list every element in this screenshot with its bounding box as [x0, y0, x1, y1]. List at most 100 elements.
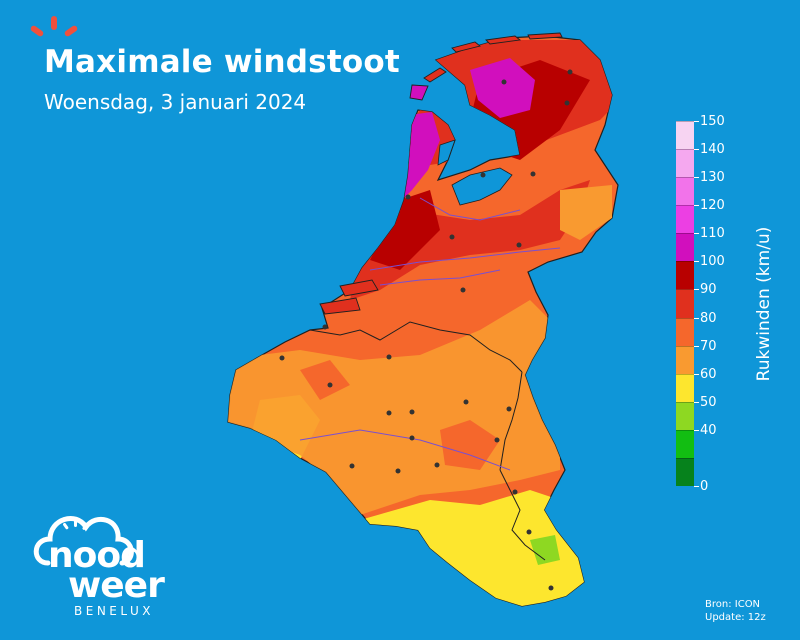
- legend-swatch: [676, 121, 694, 150]
- zone-80-90-patch: [440, 420, 500, 470]
- legend-tick-label: 40: [700, 422, 717, 438]
- city-maastricht: [506, 406, 512, 412]
- cities: [279, 69, 573, 591]
- legend-tick-label: 0: [700, 479, 709, 494]
- sun-rays-icon: [30, 16, 78, 37]
- legend-swatch: [676, 149, 694, 178]
- legend-swatch: [676, 289, 694, 318]
- ijsselmeer: [451, 167, 513, 206]
- legend-swatch: [676, 345, 694, 374]
- legend-tick-label: 90: [700, 282, 717, 298]
- legend-tick-label: 120: [700, 198, 725, 214]
- map-subtitle: Woensdag, 3 januari 2024: [44, 90, 307, 114]
- legend-swatch: [676, 261, 694, 290]
- color-legend: [676, 121, 694, 486]
- river-sambre-maas: [299, 429, 511, 471]
- city-groningen: [567, 69, 573, 75]
- zeeland-islands: [319, 279, 379, 315]
- city-namen: [434, 462, 440, 468]
- legend-tick-mark: [694, 149, 699, 151]
- legend-tick-mark: [694, 345, 699, 347]
- city-brugge: [279, 355, 285, 361]
- city-charleroi: [395, 468, 401, 474]
- city-leuven: [409, 409, 415, 415]
- city-antwerpen: [386, 354, 392, 360]
- legend-swatch: [676, 401, 694, 430]
- legend-tick-mark: [694, 317, 699, 319]
- country-borders: [309, 321, 546, 561]
- logo-word-weer: weer: [68, 565, 165, 606]
- island-ameland: [527, 32, 563, 40]
- city-wavre: [409, 435, 415, 441]
- ray-right: [64, 25, 78, 37]
- island-texel: [409, 84, 429, 101]
- zone-110-120-north: [470, 58, 535, 118]
- island-texel-north: [423, 67, 447, 83]
- legend-swatch: [676, 205, 694, 234]
- city-zwolle: [530, 171, 536, 177]
- legend-tick-mark: [694, 486, 699, 487]
- legend-swatch: [676, 457, 694, 486]
- city-den-bosch: [460, 287, 466, 293]
- legend-swatch: [676, 177, 694, 206]
- river-maas: [379, 269, 501, 286]
- legend-swatch: [676, 233, 694, 262]
- wind-field: [227, 32, 619, 607]
- legend-tick-mark: [694, 205, 699, 207]
- legend-tick-label: 80: [700, 310, 717, 326]
- city-leeuwarden: [501, 79, 507, 85]
- logo-word-nood: nood: [48, 535, 146, 576]
- inland-water: [437, 139, 513, 206]
- zone-110-120-coast: [402, 112, 440, 200]
- legend-swatch: [676, 317, 694, 346]
- city-mons: [349, 463, 355, 469]
- island-vlieland: [451, 41, 481, 53]
- river-rhine: [369, 247, 561, 271]
- source-line-model: Bron: ICON: [705, 599, 761, 610]
- legend-tick-label: 140: [700, 142, 725, 158]
- zone-50-60: [530, 535, 560, 565]
- legend-swatch: [676, 373, 694, 402]
- zone-100-110-coast: [370, 190, 440, 270]
- border-be-de: [499, 371, 523, 471]
- zone-80-90-patch2: [300, 360, 350, 400]
- legend-tick-mark: [694, 177, 699, 179]
- ray-center: [51, 16, 57, 30]
- legend-tick-label: 150: [700, 114, 725, 129]
- noodweer-logo: nood weer BENELUX: [30, 505, 180, 620]
- island-terschelling: [485, 35, 522, 45]
- legend-tick-mark: [694, 233, 699, 235]
- legend-tick-label: 50: [700, 394, 717, 410]
- rivers: [299, 197, 561, 471]
- city-hasselt: [463, 399, 469, 405]
- city-arnhem: [516, 242, 522, 248]
- zone-70-80-east: [560, 185, 612, 240]
- border-be-lu: [499, 469, 546, 561]
- legend-title: Rukwinden (km/u): [754, 226, 774, 382]
- legend-tick-mark: [694, 289, 699, 291]
- legend-tick-mark: [694, 121, 699, 122]
- city-luxemburg: [548, 585, 554, 591]
- city-lelystad: [480, 172, 486, 178]
- city-utrecht: [449, 234, 455, 240]
- legend-tick-label: 110: [700, 226, 725, 242]
- map-title: Maximale windstoot: [44, 44, 400, 80]
- legend-tick-mark: [694, 429, 699, 431]
- legend-tick-mark: [694, 261, 699, 263]
- city-assen: [564, 100, 570, 106]
- city-bastogne-north: [512, 489, 518, 495]
- legend-tick-mark: [694, 401, 699, 403]
- source-info: Bron: ICON Update: 12z: [705, 598, 766, 624]
- legend-swatch: [676, 429, 694, 458]
- legend-tick-label: 130: [700, 170, 725, 186]
- island-walcheren: [319, 297, 361, 315]
- ray-left: [30, 25, 44, 37]
- island-schouwen: [339, 279, 379, 297]
- legend-tick-label: 70: [700, 338, 717, 354]
- city-bastogne: [526, 529, 532, 535]
- waddenzee-inlet: [437, 139, 456, 166]
- city-luik: [494, 437, 500, 443]
- legend-tick-label: 60: [700, 366, 717, 382]
- city-middelburg: [322, 324, 328, 330]
